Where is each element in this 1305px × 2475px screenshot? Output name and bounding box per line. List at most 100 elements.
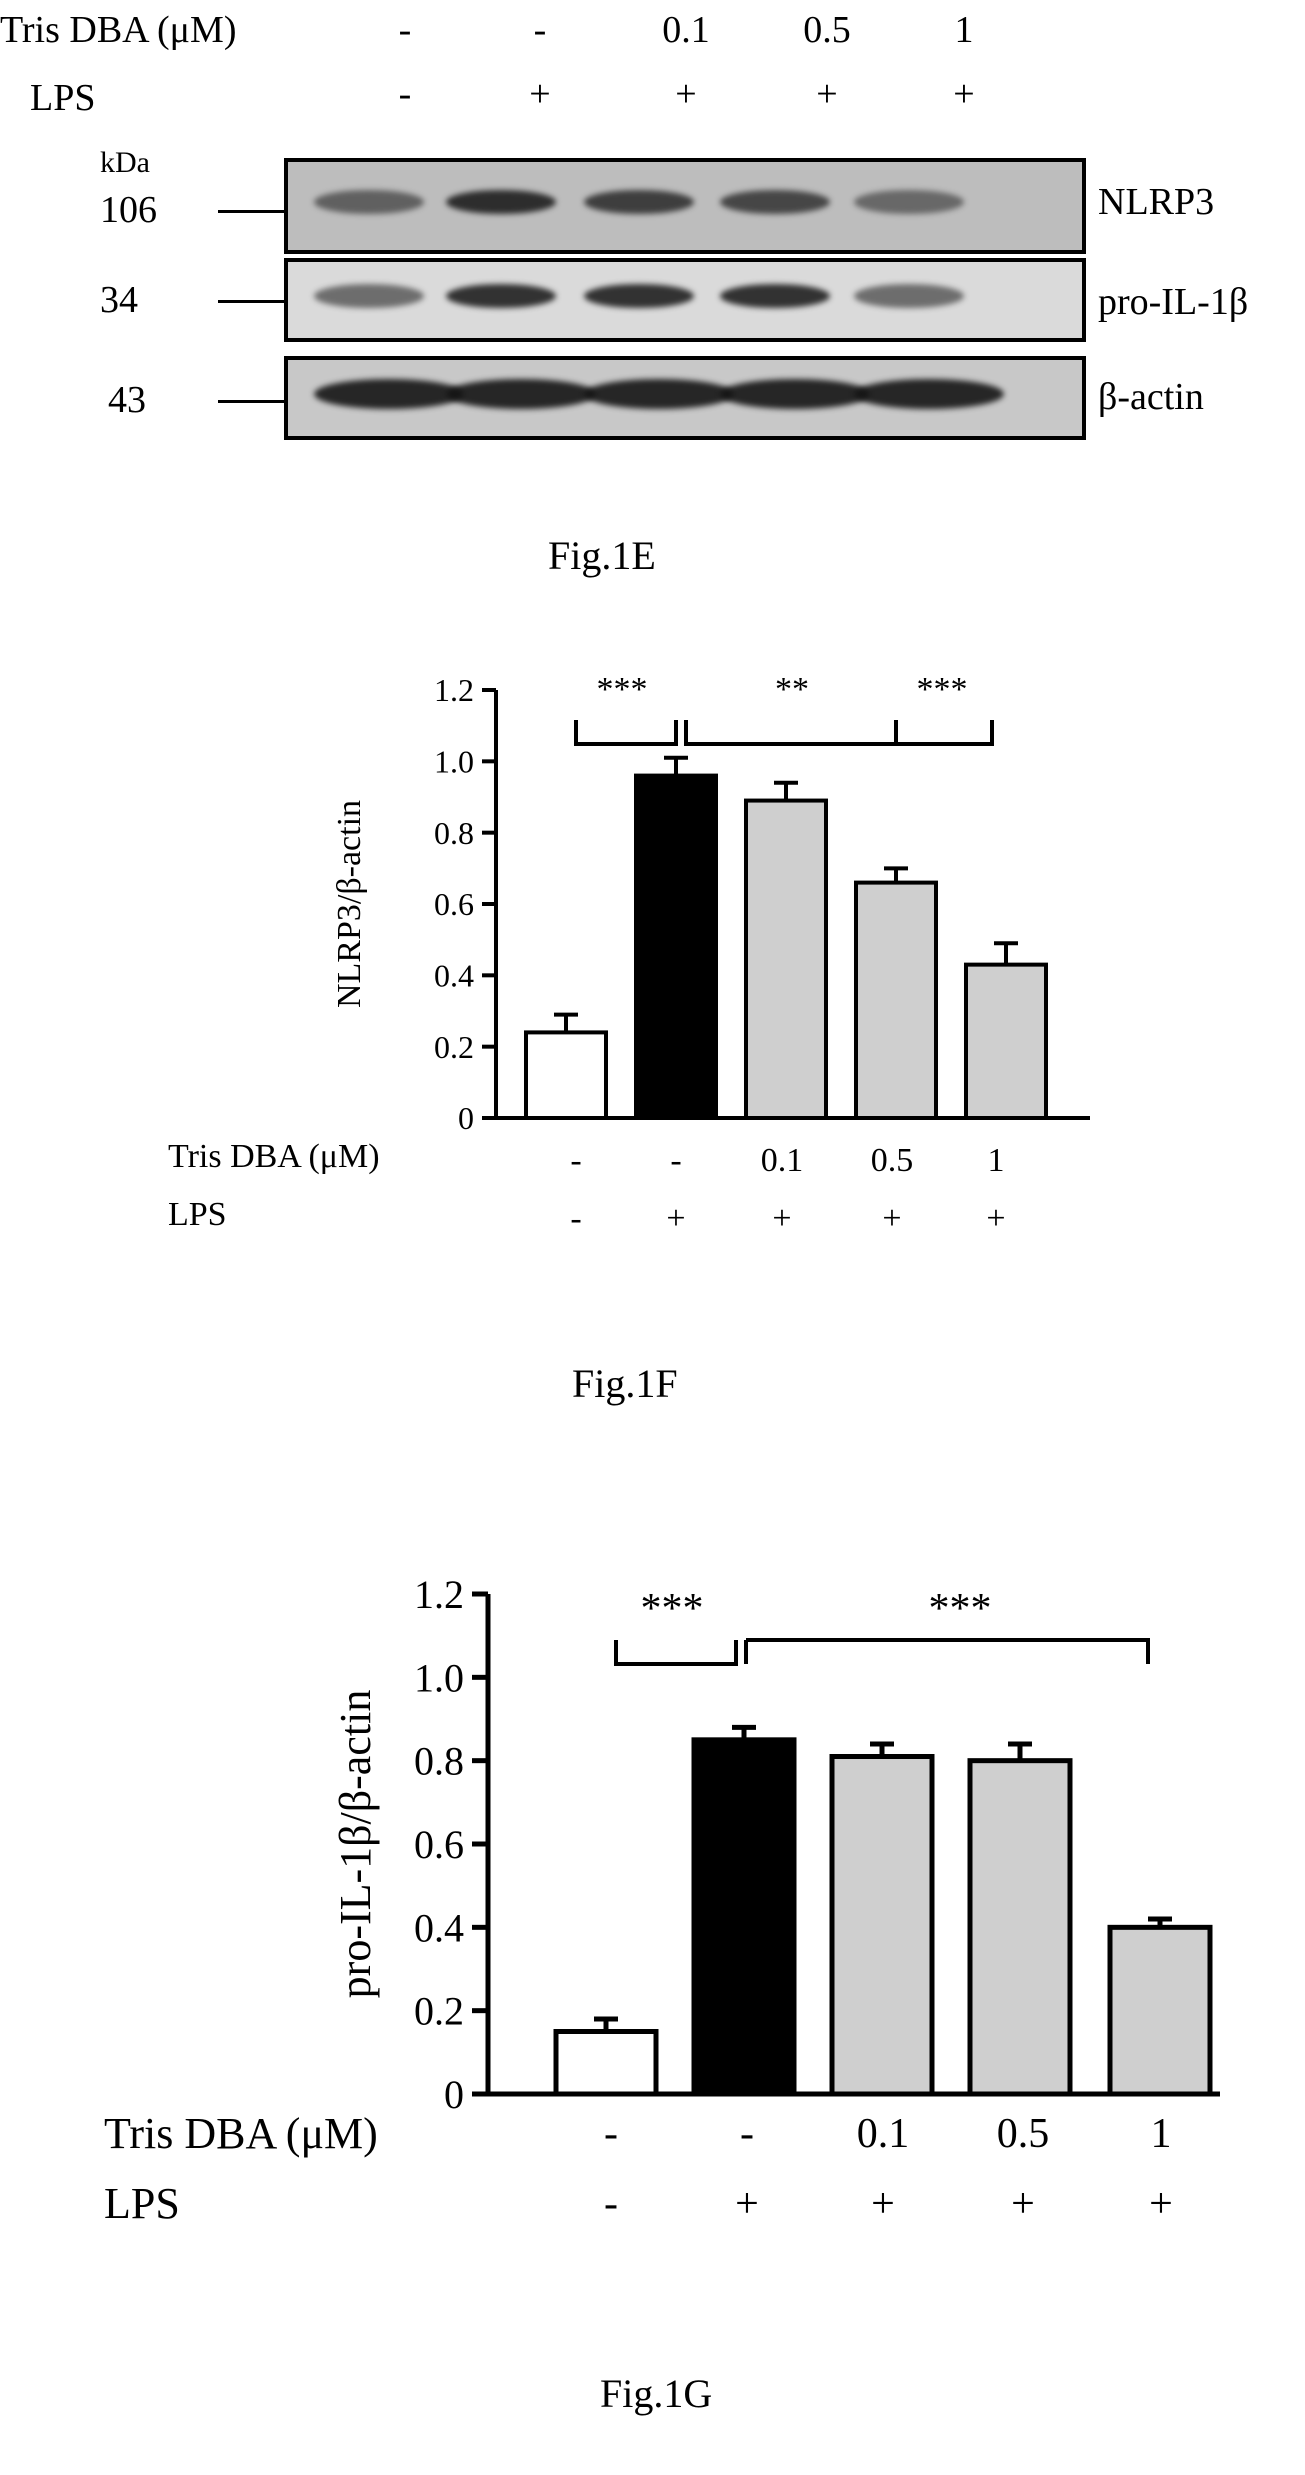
tris-value-1: - (398, 9, 412, 51)
lps-value-1: - (398, 73, 412, 115)
blot-band (314, 284, 424, 308)
sig-brackets-1f (574, 720, 994, 746)
g-lps-4: + (1011, 2181, 1035, 2227)
blot-band (720, 379, 870, 409)
g-lps-2: + (735, 2181, 759, 2227)
blot-band (446, 379, 596, 409)
blot-band (854, 284, 964, 308)
protein-beta-actin: β-actin (1098, 376, 1204, 418)
g-tris-1: - (604, 2111, 618, 2157)
kda-34: 34 (100, 279, 138, 321)
tris-dba-label-1f: Tris DBA (μM) (168, 1138, 380, 1175)
marker-line-34 (218, 300, 284, 303)
tris-value-2: - (533, 9, 547, 51)
y-tick-label: 0 (444, 2072, 464, 2117)
sig-1g-a: *** (641, 1586, 704, 1632)
caption-fig-1g: Fig.1G (600, 2371, 713, 2416)
sig-1g-b: *** (929, 1586, 992, 1632)
g-lps-1: - (604, 2181, 618, 2227)
lps-value-2: + (529, 73, 551, 115)
y-tick-label: 1.0 (434, 744, 474, 780)
g-tris-4: 0.5 (996, 2111, 1050, 2157)
bar (553, 2029, 659, 2097)
bar (634, 773, 718, 1120)
lps-value-4: + (816, 73, 838, 115)
y-tick-label: 0.2 (414, 1989, 464, 2034)
kda-43: 43 (108, 379, 146, 421)
kda-label: kDa (100, 146, 150, 179)
y-tick-label: 0 (458, 1100, 474, 1136)
f-tris-4: 0.5 (870, 1142, 914, 1179)
f-lps-5: + (986, 1200, 1006, 1237)
g-tris-3: 0.1 (856, 2111, 910, 2157)
y-axis-label: NLRP3/β-actin (331, 800, 368, 1008)
f-lps-3: + (772, 1200, 792, 1237)
marker-line-106 (218, 210, 284, 213)
blot-band (446, 284, 556, 308)
blot-beta-actin (284, 356, 1086, 440)
y-tick-label: 0.6 (414, 1822, 464, 1867)
blot-nlrp3 (284, 158, 1086, 254)
tris-dba-label-1g: Tris DBA (μM) (104, 2109, 378, 2158)
f-lps-4: + (882, 1200, 902, 1237)
bar (524, 1030, 608, 1121)
f-tris-1: - (570, 1142, 582, 1179)
bar (967, 1758, 1073, 2097)
y-tick-label: 0.4 (434, 958, 474, 994)
protein-nlrp3: NLRP3 (1098, 181, 1215, 223)
bracket-ctrl-vs-lps-1g (614, 1640, 738, 1666)
f-tris-2: - (670, 1142, 682, 1179)
blot-pro-il-1b (284, 258, 1086, 342)
lps-value-5: + (953, 73, 975, 115)
y-tick-label: 0.4 (414, 1905, 464, 1950)
sig-brackets-1g (614, 1638, 1150, 1666)
lps-label: LPS (30, 77, 96, 119)
tris-dba-label: Tris DBA (μM) (0, 9, 237, 51)
caption-fig-1f: Fig.1F (572, 1361, 678, 1406)
kda-106: 106 (100, 189, 157, 231)
lps-label-1f: LPS (168, 1196, 227, 1233)
blot-band (854, 190, 964, 214)
lps-label-1g: LPS (104, 2179, 180, 2228)
g-tris-5: 1 (1150, 2111, 1172, 2157)
f-tris-5: 1 (987, 1142, 1005, 1179)
y-tick-label: 1.2 (414, 1572, 464, 1617)
f-tris-3: 0.1 (760, 1142, 804, 1179)
tris-value-4: 0.5 (803, 9, 851, 51)
tris-value-5: 1 (954, 9, 974, 51)
y-axis-label: pro-IL-1β/β-actin (331, 1690, 380, 1999)
blot-band (720, 284, 830, 308)
sig-1f-b: ** (775, 671, 809, 708)
blot-band (720, 190, 830, 214)
sig-1f-c: *** (917, 671, 968, 708)
marker-line-43 (218, 400, 284, 403)
y-tick-label: 1.0 (414, 1655, 464, 1700)
blot-band (854, 379, 1004, 409)
bracket-lps-vs-treatment (684, 720, 994, 746)
bar (691, 1737, 797, 2097)
y-tick-label: 0.2 (434, 1029, 474, 1065)
caption-fig-1e: Fig.1E (548, 533, 656, 578)
g-tris-2: - (740, 2111, 754, 2157)
f-lps-1: - (570, 1200, 582, 1237)
blot-band (584, 379, 734, 409)
blot-band (314, 379, 464, 409)
tris-value-3: 0.1 (662, 9, 710, 51)
bar (1107, 1924, 1213, 2097)
blot-band (584, 284, 694, 308)
y-tick-label: 1.2 (434, 672, 474, 708)
y-tick-label: 0.8 (434, 815, 474, 851)
f-lps-2: + (666, 1200, 686, 1237)
protein-pro-il-1b: pro-IL-1β (1098, 281, 1249, 323)
lps-value-3: + (675, 73, 697, 115)
bracket-lps-vs-treatment-1g (744, 1638, 1150, 1664)
blot-band (314, 190, 424, 214)
blot-band (584, 190, 694, 214)
g-lps-5: + (1149, 2181, 1173, 2227)
sig-1f-a: *** (597, 671, 648, 708)
y-tick-label: 0.6 (434, 886, 474, 922)
g-lps-3: + (871, 2181, 895, 2227)
bar (829, 1754, 935, 2097)
